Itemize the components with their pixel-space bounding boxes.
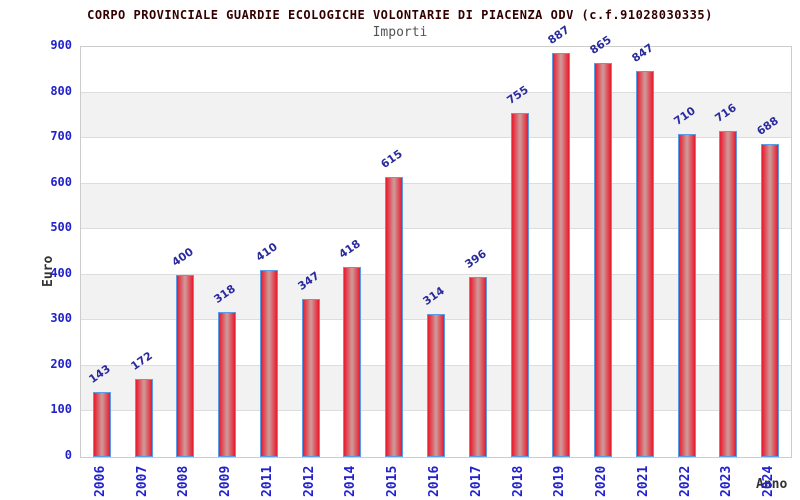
gridline [81, 228, 791, 230]
y-tick-label: 400 [50, 265, 72, 280]
y-tick-label: 200 [50, 356, 72, 371]
bar [635, 71, 654, 457]
x-axis-title: Anno [756, 477, 788, 492]
bar [218, 312, 237, 457]
chart-title: CORPO PROVINCIALE GUARDIE ECOLOGICHE VOL… [87, 8, 713, 22]
bar [594, 62, 613, 457]
chart-subtitle: Importi [372, 25, 428, 40]
bar [468, 276, 487, 457]
bar [552, 52, 571, 457]
y-tick-label: 800 [50, 83, 72, 98]
bar [761, 143, 780, 457]
x-tick-label: 2020 [594, 465, 610, 497]
x-tick-label: 2007 [134, 465, 150, 497]
x-tick-label: 2014 [343, 465, 359, 497]
x-tick-label: 2006 [92, 465, 108, 497]
x-tick-label: 2015 [385, 465, 401, 497]
grid-band [81, 274, 791, 321]
x-tick-label: 2021 [635, 465, 651, 497]
bar [719, 130, 738, 457]
bar [92, 391, 111, 457]
x-tick-label: 2008 [176, 465, 192, 497]
bar [427, 313, 445, 457]
bar [134, 378, 153, 457]
bar [510, 113, 529, 457]
x-tick-label: 2017 [468, 465, 484, 497]
gridline [81, 273, 791, 275]
bar [343, 266, 362, 457]
bar [677, 133, 696, 457]
y-tick-label: 300 [50, 311, 72, 326]
gridline [81, 182, 791, 184]
grid-band [81, 183, 791, 230]
y-tick-label: 700 [50, 129, 72, 144]
y-tick-label: 0 [64, 448, 72, 462]
x-tick-label: 2016 [427, 465, 442, 497]
bar [385, 176, 404, 457]
x-tick-label: 2011 [259, 465, 275, 497]
x-tick-label: 2012 [301, 465, 317, 497]
y-tick-label: 900 [50, 38, 72, 52]
x-tick-label: 2023 [719, 465, 735, 497]
y-tick-label: 100 [50, 402, 72, 417]
y-tick-label: 600 [50, 174, 72, 189]
x-tick-label: 2022 [677, 465, 693, 497]
x-tick-label: 2018 [510, 465, 526, 497]
grid-band [81, 47, 791, 93]
bar [176, 274, 195, 457]
x-tick-label: 2024 [761, 465, 777, 497]
y-tick-label: 500 [50, 220, 72, 235]
gridline [81, 91, 791, 93]
x-tick-label: 2019 [552, 465, 568, 497]
plot-area: 143 172 400 318 410 347 418 615 314 396 755 887 865 8… [80, 23, 792, 458]
x-tick-label: 2009 [218, 465, 234, 497]
grid-band [81, 92, 791, 139]
bar [301, 298, 320, 457]
bar [259, 270, 278, 457]
gridline [81, 137, 791, 139]
